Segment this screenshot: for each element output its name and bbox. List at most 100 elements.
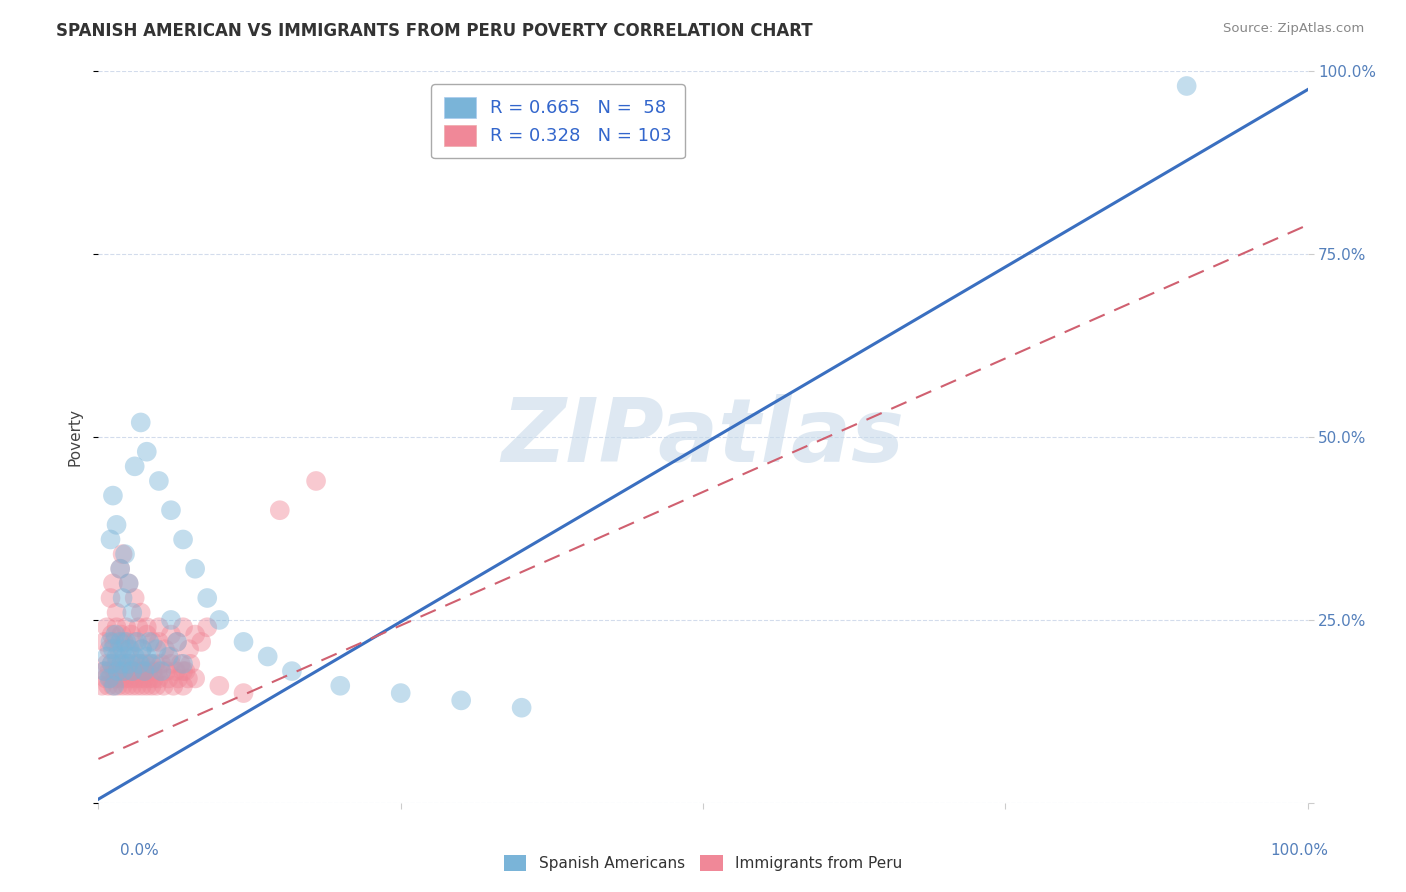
Point xyxy=(148,672,170,686)
Point xyxy=(101,576,124,591)
Point xyxy=(114,547,136,561)
Point xyxy=(96,657,118,671)
Point xyxy=(166,635,188,649)
Point xyxy=(101,489,124,503)
Point xyxy=(184,627,207,641)
Point xyxy=(100,635,122,649)
Point xyxy=(179,642,201,657)
Point xyxy=(127,664,149,678)
Point xyxy=(139,657,162,671)
Point xyxy=(450,693,472,707)
Point xyxy=(131,642,153,657)
Point xyxy=(112,664,135,678)
Point xyxy=(108,562,131,576)
Point xyxy=(108,562,131,576)
Point xyxy=(103,635,125,649)
Point xyxy=(208,679,231,693)
Point xyxy=(118,657,141,671)
Text: SPANISH AMERICAN VS IMMIGRANTS FROM PERU POVERTY CORRELATION CHART: SPANISH AMERICAN VS IMMIGRANTS FROM PERU… xyxy=(56,22,813,40)
Point xyxy=(108,642,131,657)
Point xyxy=(115,620,138,634)
Point xyxy=(142,635,165,649)
Point xyxy=(195,591,218,605)
Point xyxy=(143,657,166,671)
Point xyxy=(100,657,122,671)
Text: 100.0%: 100.0% xyxy=(1271,843,1329,858)
Point xyxy=(100,627,122,641)
Point xyxy=(100,657,122,671)
Point xyxy=(118,664,141,678)
Point xyxy=(150,664,173,678)
Point xyxy=(103,664,125,678)
Point xyxy=(112,664,135,678)
Point xyxy=(127,620,149,634)
Point xyxy=(135,679,157,693)
Point xyxy=(125,657,148,671)
Point xyxy=(111,679,134,693)
Point xyxy=(389,686,412,700)
Point xyxy=(111,547,134,561)
Point xyxy=(121,606,143,620)
Point xyxy=(135,627,157,641)
Point xyxy=(115,635,138,649)
Point xyxy=(143,672,166,686)
Point xyxy=(177,672,200,686)
Point xyxy=(103,679,125,693)
Point xyxy=(145,642,167,657)
Point xyxy=(98,664,121,678)
Point xyxy=(138,672,160,686)
Point xyxy=(96,620,118,634)
Point xyxy=(104,627,127,641)
Legend: R = 0.665   N =  58, R = 0.328   N = 103: R = 0.665 N = 58, R = 0.328 N = 103 xyxy=(430,84,685,158)
Point xyxy=(115,657,138,671)
Point xyxy=(124,635,146,649)
Point xyxy=(108,635,131,649)
Point xyxy=(127,635,149,649)
Point xyxy=(135,657,157,671)
Point xyxy=(136,664,159,678)
Point xyxy=(172,679,194,693)
Point xyxy=(1175,78,1198,93)
Point xyxy=(256,649,278,664)
Point xyxy=(160,649,183,664)
Point xyxy=(148,620,170,634)
Point xyxy=(96,649,118,664)
Point xyxy=(142,664,165,678)
Point xyxy=(101,679,124,693)
Point xyxy=(157,672,180,686)
Point xyxy=(118,576,141,591)
Point xyxy=(117,679,139,693)
Point xyxy=(122,664,145,678)
Point xyxy=(184,562,207,576)
Point xyxy=(128,672,150,686)
Point xyxy=(184,672,207,686)
Point xyxy=(107,664,129,678)
Point xyxy=(129,606,152,620)
Text: ZIPatlas: ZIPatlas xyxy=(502,393,904,481)
Point xyxy=(148,474,170,488)
Point xyxy=(128,657,150,671)
Point xyxy=(179,657,201,671)
Point xyxy=(135,444,157,458)
Point xyxy=(124,591,146,605)
Point xyxy=(160,503,183,517)
Point xyxy=(105,517,128,532)
Point xyxy=(141,657,163,671)
Point xyxy=(93,664,115,678)
Point xyxy=(100,533,122,547)
Y-axis label: Poverty: Poverty xyxy=(67,408,83,467)
Point xyxy=(167,672,190,686)
Point xyxy=(131,642,153,657)
Point xyxy=(105,657,128,671)
Point xyxy=(100,591,122,605)
Point xyxy=(145,679,167,693)
Point xyxy=(93,664,115,678)
Point xyxy=(141,679,163,693)
Point xyxy=(110,627,132,641)
Point xyxy=(108,672,131,686)
Point xyxy=(148,635,170,649)
Point xyxy=(110,657,132,671)
Point xyxy=(129,657,152,671)
Point xyxy=(155,664,177,678)
Point xyxy=(131,679,153,693)
